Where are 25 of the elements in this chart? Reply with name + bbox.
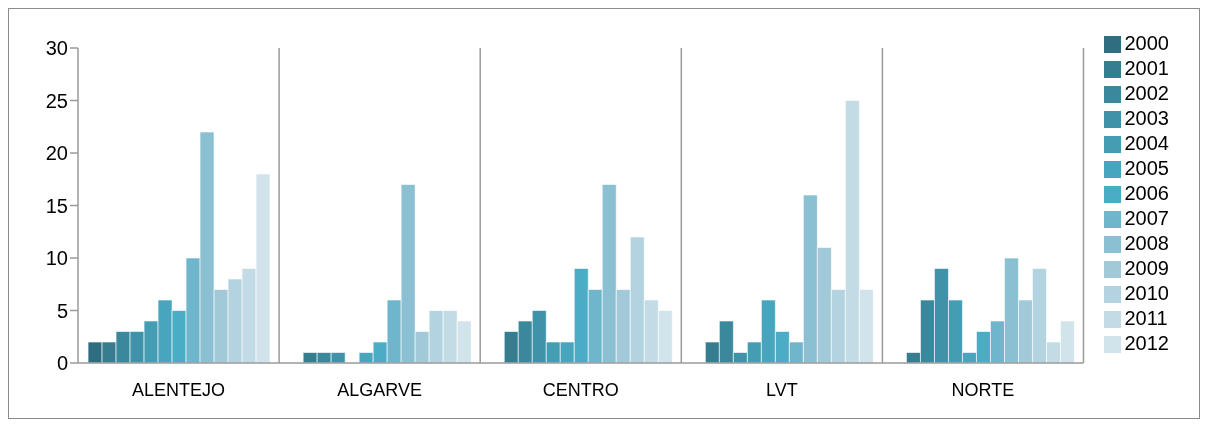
y-tick-label: 15 (45, 194, 68, 217)
legend-label: 2012 (1124, 332, 1169, 354)
y-tick-label: 10 (45, 247, 68, 270)
y-tick-label: 25 (45, 89, 68, 112)
y-tick-label: 5 (56, 299, 68, 322)
legend-label: 2004 (1124, 132, 1169, 154)
legend-label: 2008 (1124, 232, 1169, 254)
legend-label: 2006 (1124, 182, 1169, 204)
y-tick-label: 30 (45, 37, 68, 60)
x-tick-label: CENTRO (542, 379, 619, 400)
legend-label: 2011 (1124, 307, 1168, 329)
legend-label: 2001 (1124, 57, 1169, 79)
y-tick-label: 20 (45, 142, 68, 165)
legend-label: 2005 (1124, 157, 1169, 179)
legend-label: 2000 (1124, 32, 1169, 54)
x-tick-label: LVT (766, 379, 798, 400)
y-tick-label: 0 (56, 352, 68, 375)
legend-label: 2002 (1124, 82, 1169, 104)
x-tick-label: ALENTEJO (132, 379, 226, 400)
legend-label: 2009 (1124, 257, 1169, 279)
legend-label: 2003 (1124, 107, 1169, 129)
legend-label: 2007 (1124, 207, 1169, 229)
x-tick-label: ALGARVE (337, 379, 423, 400)
legend-label: 2010 (1124, 282, 1169, 304)
x-tick-label: NORTE (951, 379, 1015, 400)
